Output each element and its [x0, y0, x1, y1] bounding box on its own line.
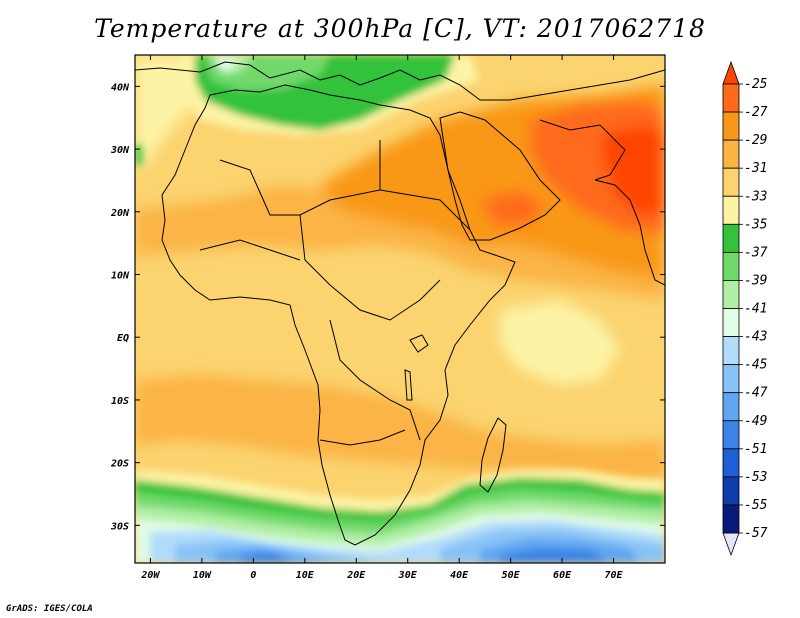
madagascar-outline — [479, 417, 507, 493]
colorbar-label: -37 — [744, 245, 768, 260]
lake-victoria — [409, 334, 429, 353]
contour-minus37-edge — [135, 145, 142, 165]
colorbar-swatch — [722, 308, 740, 337]
colorbar-swatch — [722, 392, 740, 422]
lon-label: 20W — [140, 570, 160, 581]
lon-label: 10E — [296, 570, 315, 581]
colorbar: -25 -27 -29 -31 -33 -35 -37 -39 -41 -43 -45 -47 -49 -… — [722, 60, 768, 557]
colorbar-label: -33 — [744, 189, 767, 204]
latitude-ticks — [135, 85, 665, 526]
contour-minus33-southeast — [500, 300, 620, 385]
colorbar-swatch — [722, 336, 740, 366]
lat-label: 20S — [110, 459, 129, 470]
colorbar-swatch — [722, 251, 740, 281]
lat-label: EQ — [117, 333, 129, 344]
longitude-labels: 20W 10W 0 10E 20E 30E 40E 50E 60E 70E — [140, 570, 623, 581]
interior-border-g — [539, 119, 626, 181]
contour-minus43-med — [215, 58, 238, 70]
lat-label: 30N — [110, 145, 130, 156]
colorbar-label: -49 — [744, 414, 767, 429]
colorbar-swatch — [722, 195, 740, 225]
lat-label: 40N — [111, 82, 130, 93]
longitude-ticks — [149, 55, 615, 563]
colorbar-label: -29 — [744, 133, 767, 148]
colorbar-swatch — [722, 448, 740, 478]
africa-coastline — [161, 84, 516, 546]
temperature-field — [135, 55, 665, 563]
contour-minus31-south — [135, 375, 665, 485]
lon-label: 30E — [398, 570, 418, 581]
colorbar-top-triangle — [722, 60, 740, 85]
colorbar-label: -47 — [744, 386, 768, 401]
colorbar-label: -31 — [744, 161, 767, 176]
colorbar-swatch — [722, 364, 740, 394]
colorbar-label: -53 — [744, 470, 767, 485]
colorbar-label: -41 — [744, 302, 767, 317]
lon-label: 60E — [553, 570, 572, 581]
lon-label: 0 — [250, 570, 256, 581]
colorbar-swatch — [722, 280, 740, 309]
colorbar-label: -35 — [744, 217, 768, 232]
interior-border-d — [319, 429, 406, 446]
colorbar-label: -25 — [744, 77, 768, 92]
arabia-outline — [439, 111, 561, 241]
colorbar-swatch — [722, 476, 740, 506]
contour-minus25 — [600, 125, 665, 215]
colorbar-swatch — [722, 167, 740, 197]
colorbar-swatch — [722, 111, 740, 141]
colorbar-label: -27 — [744, 105, 768, 120]
colorbar-swatch — [722, 139, 740, 169]
plot-frame — [134, 54, 666, 564]
lat-label: 10S — [111, 396, 129, 407]
colorbar-label: -45 — [744, 358, 768, 373]
lon-label: 70E — [605, 570, 624, 581]
colorbar-label: -51 — [744, 442, 767, 457]
colorbar-label: -43 — [744, 330, 767, 345]
europe-coast — [135, 61, 665, 101]
lon-label: 10W — [193, 570, 212, 581]
colorbar-swatch — [722, 83, 740, 113]
lake-tanganyika — [404, 369, 413, 401]
interior-border-e — [199, 239, 301, 261]
grads-credit: GrADS: IGES/COLA — [6, 604, 93, 614]
interior-border-b — [299, 214, 441, 321]
warm-spot-arabia — [480, 190, 545, 225]
lon-label: 20E — [346, 570, 366, 581]
lat-label: 30S — [110, 521, 129, 532]
india-outline — [594, 179, 665, 286]
latitude-labels: 40N 30N 20N 10N EQ 10S 20S 30S — [110, 82, 130, 532]
colorbar-swatch — [722, 420, 740, 450]
contour-minus51-southeast — [500, 548, 610, 563]
colorbar-bottom-triangle — [722, 532, 740, 557]
colorbar-label: -39 — [744, 273, 767, 288]
coastlines — [135, 61, 665, 546]
lon-label: 40E — [450, 570, 469, 581]
interior-border-f — [379, 189, 471, 231]
colorbar-label: -57 — [744, 526, 768, 541]
lat-label: 10N — [111, 271, 130, 282]
colorbar-label: -55 — [744, 498, 768, 513]
lon-label: 50E — [502, 570, 521, 581]
colorbar-swatch — [722, 223, 740, 253]
interior-border-c — [329, 319, 421, 441]
chart-title: Temperature at 300hPa [C], VT: 201706271… — [94, 14, 706, 43]
lat-label: 20N — [110, 208, 130, 219]
colorbar-swatch — [722, 504, 740, 534]
